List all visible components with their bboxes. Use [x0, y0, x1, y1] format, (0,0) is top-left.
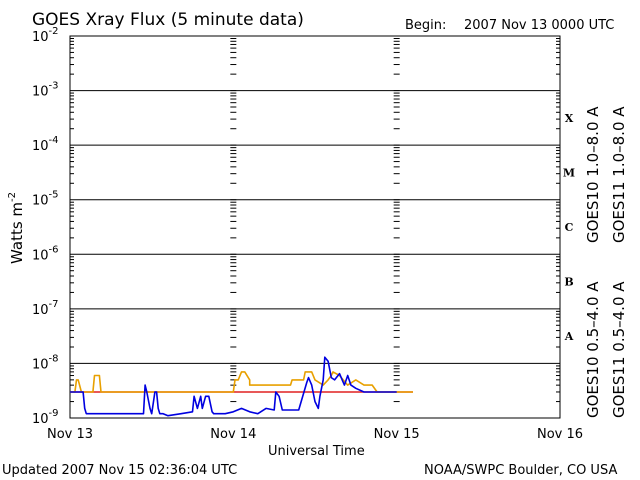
y-tick-label: 10-7 — [32, 299, 59, 318]
flare-class-label: B — [564, 276, 573, 289]
x-axis-label: Universal Time — [268, 444, 365, 459]
flare-class-label: C — [565, 221, 574, 234]
flare-class-labels: X M C B A — [563, 112, 575, 343]
legend-goes11-long: GOES11 1.0–8.0 A — [610, 106, 628, 243]
series-line — [70, 356, 397, 417]
source-credit: NOAA/SWPC Boulder, CO USA — [424, 463, 617, 478]
y-axis-label: Watts m-2 — [7, 192, 26, 264]
flare-class-label: A — [564, 330, 574, 343]
legend-goes11-short: GOES11 0.5–4.0 A — [610, 281, 628, 418]
decade-gridlines — [70, 37, 560, 403]
y-tick-label: 10-3 — [32, 81, 59, 100]
x-tick-label: Nov 13 — [47, 427, 93, 442]
x-tick-labels: Nov 13 Nov 14 Nov 15 Nov 16 — [47, 427, 583, 442]
y-tick-label: 10-4 — [32, 135, 59, 154]
begin-value: 2007 Nov 13 0000 UTC — [464, 18, 614, 33]
y-tick-label: 10-8 — [32, 353, 59, 372]
begin-label: Begin: — [405, 18, 446, 33]
legend-goes10-short: GOES10 0.5–4.0 A — [584, 281, 602, 418]
y-tick-label: 10-5 — [32, 190, 59, 209]
y-tick-labels: 10-2 10-3 10-4 10-5 10-6 10-7 10-8 10-9 — [32, 26, 59, 427]
x-tick-label: Nov 16 — [537, 427, 583, 442]
y-tick-label: 10-2 — [32, 26, 59, 45]
x-tick-label: Nov 15 — [374, 427, 420, 442]
day-divider-ticks — [230, 37, 400, 419]
x-tick-label: Nov 14 — [210, 427, 256, 442]
series-line — [70, 371, 413, 393]
plot-frame — [69, 35, 561, 419]
legend-goes10-long: GOES10 1.0–8.0 A — [584, 106, 602, 243]
updated-timestamp: Updated 2007 Nov 15 02:36:04 UTC — [2, 463, 237, 478]
y-tick-label: 10-9 — [32, 408, 59, 427]
flare-class-label: M — [563, 166, 575, 179]
series-lines — [70, 356, 413, 417]
y-tick-label: 10-6 — [32, 244, 59, 263]
chart-title: GOES Xray Flux (5 minute data) — [32, 10, 304, 30]
flare-class-label: X — [565, 112, 574, 125]
